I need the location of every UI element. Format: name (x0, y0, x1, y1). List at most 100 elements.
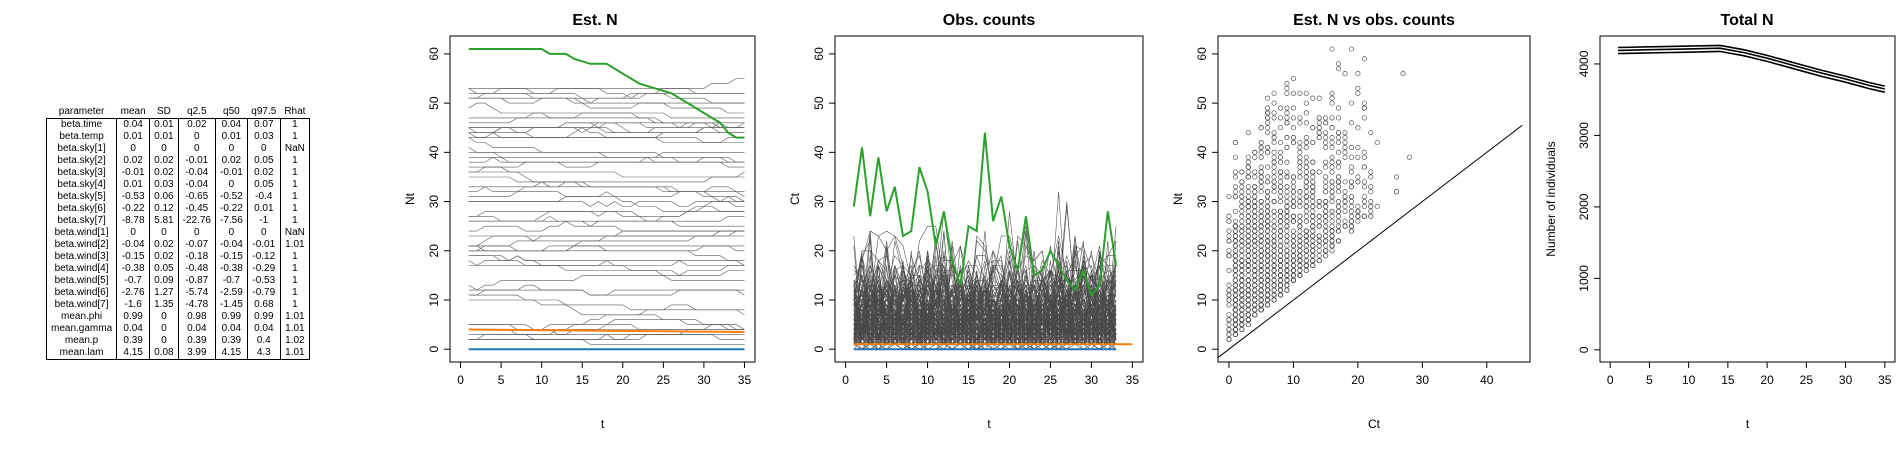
data-point (1335, 238, 1342, 244)
table-row: beta.sky[2] 0.02 0.02 -0.01 0.02 0.05 1 (47, 155, 310, 167)
data-point (1232, 184, 1238, 190)
data-point (1284, 243, 1290, 249)
data-point (1239, 208, 1245, 214)
data-point (1265, 292, 1271, 298)
data-point (1284, 85, 1290, 91)
panel-title: Est. N vs obs. counts (1293, 12, 1455, 29)
data-point (1232, 139, 1238, 146)
data-point (1303, 213, 1309, 219)
data-point (1277, 223, 1284, 229)
data-point (1258, 243, 1264, 249)
table-cell: 1 (279, 131, 310, 143)
data-point (1258, 302, 1264, 308)
table-cell: 1 (279, 203, 310, 215)
table-row: beta.wind[4] -0.38 0.05 -0.48 -0.38 -0.29 1 (47, 263, 310, 275)
data-point (1258, 179, 1264, 185)
x-tick-label: 5 (883, 373, 890, 387)
table-cell: 0.04 (246, 323, 281, 335)
table-cell: 0 (214, 143, 248, 155)
data-point (1323, 208, 1329, 214)
x-tick-label: 20 (1760, 373, 1774, 387)
data-point (1265, 105, 1271, 111)
data-point (1316, 130, 1322, 136)
data-point (1252, 312, 1258, 318)
data-point (1290, 199, 1296, 205)
data-point (1361, 194, 1367, 200)
data-point (1303, 100, 1309, 106)
data-point (1348, 218, 1354, 224)
data-point (1277, 115, 1284, 121)
data-point (1245, 194, 1251, 200)
data-point (1323, 213, 1329, 219)
posterior-line (468, 137, 745, 158)
data-point (1284, 287, 1290, 293)
data-point (1284, 238, 1290, 244)
data-point (1232, 326, 1238, 333)
posterior-line (468, 299, 745, 316)
data-point (1265, 282, 1271, 288)
data-point (1342, 208, 1348, 214)
data-point (1226, 233, 1232, 239)
table-cell: 1.01 (279, 323, 310, 335)
data-point (1277, 248, 1284, 254)
data-point (1252, 287, 1258, 293)
data-point (1303, 169, 1309, 175)
data-point (1271, 169, 1277, 175)
data-point (1245, 213, 1251, 219)
table-cell: -0.15 (214, 251, 248, 263)
data-point (1303, 194, 1309, 200)
table-cell: beta.sky[5] (57, 191, 106, 202)
table-row: beta.sky[6] -0.22 0.12 -0.45 -0.22 0.01 1 (47, 203, 310, 215)
data-point (1355, 90, 1361, 96)
posterior-line (468, 255, 745, 276)
data-point (1277, 179, 1284, 185)
data-point (1226, 287, 1232, 293)
table-cell: -0.22 (116, 203, 150, 215)
data-point (1226, 282, 1232, 288)
data-point (1258, 297, 1264, 303)
x-axis-label: t (1746, 417, 1750, 431)
table-cell: beta.wind[1] (54, 227, 109, 238)
data-point (1265, 213, 1271, 219)
data-point (1245, 248, 1251, 254)
data-point (1252, 208, 1258, 214)
data-point (1277, 253, 1284, 259)
table-cell: -0.29 (246, 263, 281, 275)
data-point (1271, 90, 1277, 96)
data-point (1277, 194, 1284, 200)
posterior-line (468, 191, 745, 212)
data-point (1239, 312, 1245, 318)
data-point (1361, 154, 1367, 160)
data-point (1232, 262, 1238, 269)
data-point (1355, 203, 1361, 210)
data-point (1265, 297, 1271, 303)
data-point (1348, 228, 1354, 234)
table-cell: 0.02 (214, 155, 248, 167)
data-point (1323, 243, 1329, 249)
data-point (1265, 174, 1271, 180)
table-row: beta.sky[5] -0.53 0.06 -0.65 -0.52 -0.4 1 (47, 191, 310, 203)
table-cell: mean.gamma (51, 323, 113, 334)
data-point (1303, 144, 1309, 150)
table-cell: 1 (279, 263, 310, 275)
data-point (1303, 233, 1309, 239)
x-tick-label: 5 (498, 373, 505, 387)
data-point (1284, 115, 1290, 121)
data-point (1245, 267, 1251, 274)
data-point (1258, 164, 1264, 170)
data-point (1239, 322, 1245, 328)
data-point (1239, 199, 1245, 205)
data-point (1252, 292, 1258, 298)
data-point (1329, 135, 1335, 141)
data-point (1342, 139, 1348, 146)
table-cell: -2.76 (116, 287, 150, 299)
data-point (1297, 154, 1303, 160)
observed-line (853, 250, 1117, 350)
data-point (1239, 292, 1245, 298)
table-cell: -2.59 (214, 287, 248, 299)
data-point (1316, 203, 1322, 210)
data-point (1290, 258, 1296, 264)
column-header: q50 (223, 106, 240, 117)
data-point (1355, 179, 1361, 185)
data-point (1297, 238, 1303, 244)
